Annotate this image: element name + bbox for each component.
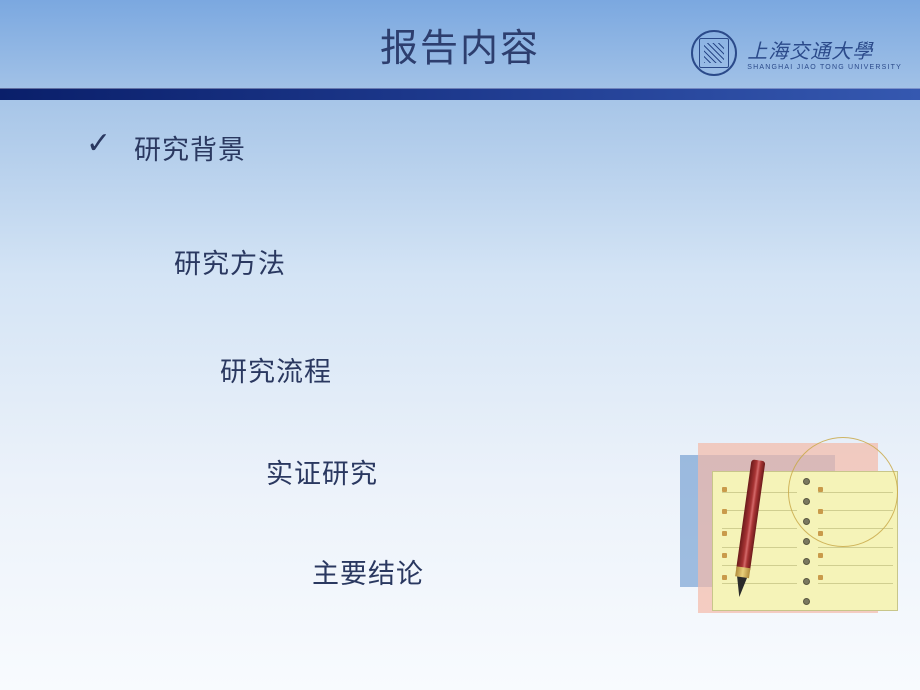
notebook-illustration	[680, 443, 920, 633]
toc-item-1: 研究背景	[134, 128, 246, 167]
logo-seal-icon	[691, 30, 737, 76]
toc-item-3: 研究流程	[220, 350, 332, 389]
slide-title: 报告内容	[380, 17, 540, 72]
checkmark-icon: ✓	[86, 126, 111, 161]
title-bar: 报告内容 上海交通大學 SHANGHAI JIAO TONG UNIVERSIT…	[0, 0, 920, 88]
university-logo: 上海交通大學 SHANGHAI JIAO TONG UNIVERSITY	[691, 30, 902, 76]
toc-item-2: 研究方法	[174, 242, 286, 281]
logo-text: 上海交通大學 SHANGHAI JIAO TONG UNIVERSITY	[747, 35, 902, 71]
logo-chinese: 上海交通大學	[747, 35, 902, 64]
toc-item-4: 实证研究	[266, 452, 378, 491]
toc-item-5: 主要结论	[312, 552, 424, 591]
logo-english: SHANGHAI JIAO TONG UNIVERSITY	[747, 64, 902, 71]
content-area: ✓ 研究背景 研究方法 研究流程 实证研究 主要结论	[0, 100, 920, 690]
header-divider	[0, 88, 920, 100]
